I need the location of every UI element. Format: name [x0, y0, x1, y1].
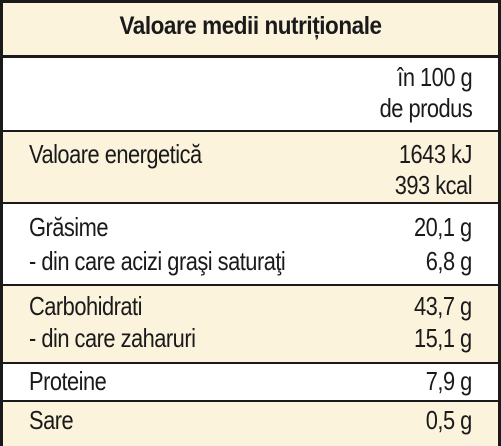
- row-energy: Valoare energetică 1643 kJ 393 kcal: [3, 132, 498, 202]
- per-100g-label: în 100 g: [397, 62, 472, 92]
- energy-kj-value: 1643 kJ: [399, 139, 472, 169]
- fat-label: Grăsime: [29, 212, 109, 242]
- sugars-value: 15,1 g: [414, 323, 472, 353]
- row-carbohydrates: Carbohidrati 43,7 g - din care zaharuri …: [3, 286, 498, 362]
- divider: [3, 130, 498, 132]
- energy-label: Valoare energetică: [29, 139, 202, 169]
- per-product-label: de produs: [379, 93, 472, 123]
- fat-value: 20,1 g: [414, 212, 472, 242]
- sugars-label: - din care zaharuri: [29, 323, 196, 353]
- carbohydrates-label: Carbohidrati: [29, 291, 142, 321]
- saturated-fat-value: 6,8 g: [425, 246, 473, 276]
- title-band: Valoare medii nutriționale: [3, 3, 498, 55]
- table-title: Valoare medii nutriționale: [119, 12, 382, 40]
- divider: [3, 202, 498, 204]
- row-fat: Grăsime 20,1 g - din care acizi graşi sa…: [3, 204, 498, 284]
- salt-value: 0,5 g: [425, 405, 473, 435]
- header-row: în 100 g de produs: [3, 58, 498, 130]
- saturated-fat-label: - din care acizi graşi saturaţi: [29, 246, 286, 276]
- divider: [3, 55, 498, 58]
- row-salt: Sare 0,5 g: [3, 402, 498, 446]
- salt-label: Sare: [29, 405, 74, 435]
- row-protein: Proteine 7,9 g: [3, 364, 498, 400]
- divider: [3, 400, 498, 402]
- protein-value: 7,9 g: [425, 366, 473, 396]
- carbohydrates-value: 43,7 g: [414, 291, 472, 321]
- divider: [3, 284, 498, 286]
- protein-label: Proteine: [29, 366, 107, 396]
- divider: [3, 362, 498, 364]
- energy-kcal-value: 393 kcal: [394, 170, 473, 200]
